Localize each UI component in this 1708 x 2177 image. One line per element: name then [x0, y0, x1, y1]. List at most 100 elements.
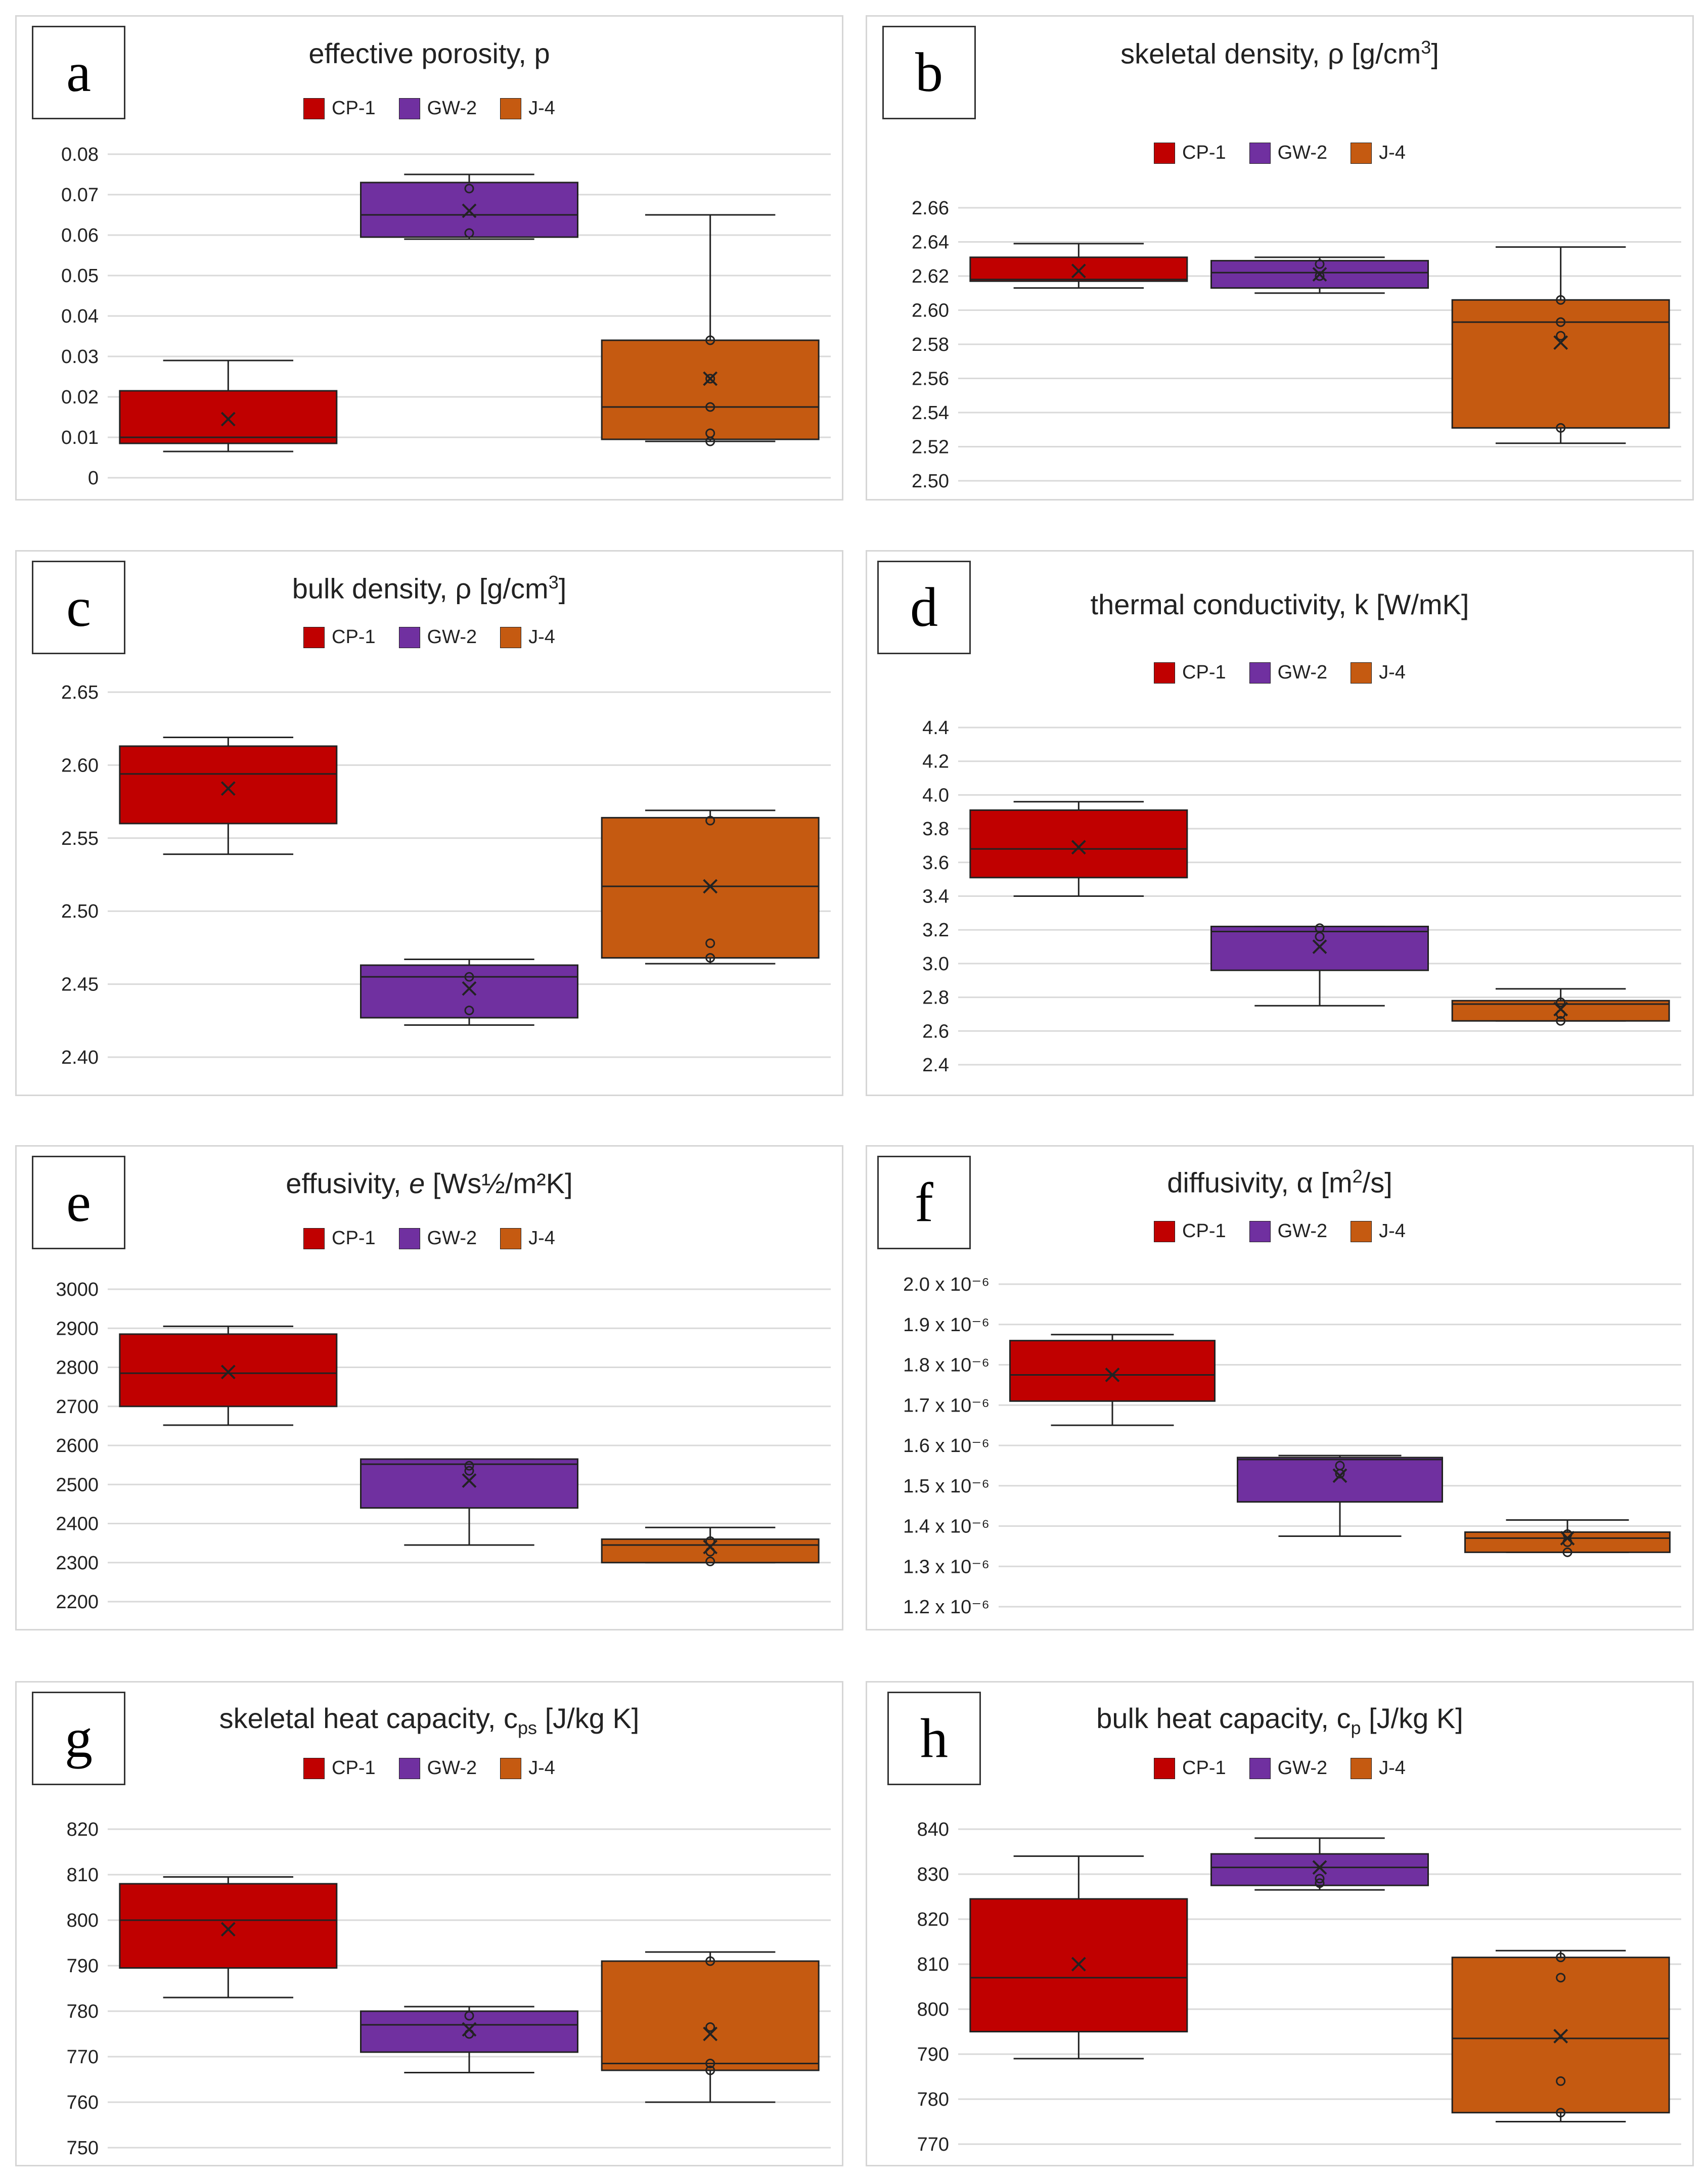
legend-label: J-4 — [528, 1757, 555, 1779]
box-plot: 2.65 2.60 2.55 2.50 2.45 2.40 — [61, 682, 831, 1068]
legend-label: GW-2 — [427, 1757, 477, 1779]
legend-swatch — [1249, 142, 1271, 164]
mean-marker — [1553, 2028, 1568, 2044]
data-point — [1556, 331, 1566, 341]
legend-item: J-4 — [1351, 662, 1406, 684]
legend-item: J-4 — [1351, 1757, 1406, 1779]
box-body — [1237, 1457, 1443, 1503]
box-cp-1 — [969, 1855, 1188, 2060]
legend-swatch — [500, 1228, 522, 1249]
mean-marker — [462, 2022, 477, 2037]
y-tick-label: 2600 — [56, 1435, 99, 1457]
y-tick-label: 2.66 — [912, 198, 949, 219]
y-tick-label: 810 — [917, 1954, 949, 1975]
chart-title-text: bulk density, ρ [g/cm — [292, 572, 549, 605]
panel-c: c bulk density, ρ [g/cm3] CP-1 GW-2 J-4 2.… — [15, 550, 843, 1096]
legend-swatch — [1154, 1220, 1176, 1242]
y-tick-label: 780 — [67, 2001, 99, 2022]
y-tick-label: 800 — [67, 1910, 99, 1931]
y-tick-label: 4.2 — [922, 751, 949, 773]
y-tick-label: 0.06 — [61, 225, 99, 246]
y-tick-label: 0.05 — [61, 265, 99, 287]
data-point — [705, 2065, 715, 2075]
box-cp-1 — [969, 801, 1188, 897]
y-tick-label: 0.08 — [61, 144, 99, 165]
box-j-4 — [1464, 1519, 1671, 1557]
chart-title: skeletal density, ρ [g/cm3] — [867, 37, 1692, 70]
mean-stroke — [1105, 1368, 1120, 1382]
y-tick-label: 2.50 — [912, 471, 949, 492]
y-tick-label: 3.0 — [922, 954, 949, 975]
mean-stroke — [703, 879, 718, 894]
chart-title-end: [J/kg K] — [537, 1702, 640, 1734]
mean-marker — [1560, 1531, 1575, 1546]
mean-stroke — [1312, 267, 1327, 282]
legend-swatch — [1249, 1757, 1271, 1779]
panel-g: g skeletal heat capacity, cps [J/kg K] C… — [15, 1681, 843, 2166]
y-tick-label: 2.54 — [912, 402, 949, 424]
mean-marker — [220, 1922, 236, 1937]
box-cp-1 — [119, 359, 338, 452]
box-body — [1009, 1340, 1216, 1402]
mean-marker — [703, 2026, 718, 2042]
box-j-4 — [601, 214, 820, 446]
y-tick-label: 4.0 — [922, 785, 949, 806]
y-tick-label: 830 — [917, 1864, 949, 1885]
chart-title: thermal conductivity, k [W/mK] — [867, 588, 1692, 621]
box-body — [360, 964, 578, 1019]
data-point — [705, 335, 715, 345]
box-body — [969, 256, 1188, 282]
data-point — [464, 2011, 474, 2021]
panel-e: e effusivity, e [Ws½/m²K] CP-1 GW-2 J-4 30… — [15, 1145, 843, 1630]
legend-item: GW-2 — [398, 98, 477, 119]
legend-label: GW-2 — [1277, 1220, 1328, 1242]
y-tick-label: 1.3 x 10⁻⁶ — [903, 1556, 990, 1577]
legend-label: J-4 — [528, 626, 555, 648]
chart-title-sup: 3 — [1421, 37, 1431, 58]
legend-label: CP-1 — [332, 1228, 376, 1249]
legend-item: CP-1 — [1154, 1220, 1226, 1242]
mean-stroke — [1071, 1957, 1086, 1972]
box-gw-2 — [1210, 1837, 1429, 1891]
legend-swatch — [500, 626, 522, 648]
legend-swatch — [303, 1228, 325, 1249]
legend-label: CP-1 — [1182, 1220, 1226, 1242]
legend-label: CP-1 — [1182, 142, 1226, 163]
legend-item: J-4 — [500, 1228, 555, 1249]
y-tick-label: 820 — [917, 1909, 949, 1930]
legend-swatch — [1351, 1757, 1372, 1779]
legend-swatch — [1154, 662, 1176, 684]
y-tick-label: 3.8 — [922, 819, 949, 840]
y-tick-label: 1.7 x 10⁻⁶ — [903, 1395, 990, 1416]
chart-title-end: /s] — [1362, 1166, 1392, 1199]
data-point — [1556, 997, 1566, 1008]
y-tick-label: 0.01 — [61, 427, 99, 448]
chart-title-end: [J/kg K] — [1361, 1702, 1463, 1734]
data-point — [1315, 1878, 1325, 1888]
box-body — [601, 1538, 820, 1564]
mean-stroke — [703, 1539, 718, 1555]
legend-swatch — [500, 98, 522, 119]
mean-marker — [1312, 1860, 1327, 1875]
box-body — [1210, 1853, 1429, 1886]
y-tick-label: 770 — [917, 2134, 949, 2155]
legend-item: J-4 — [500, 626, 555, 648]
legend: CP-1 GW-2 J-4 — [867, 142, 1692, 164]
box-j-4 — [1451, 246, 1670, 444]
legend-swatch — [1351, 1220, 1372, 1242]
chart-title-text: skeletal density, ρ [g/cm — [1120, 37, 1421, 70]
legend-label: CP-1 — [332, 626, 376, 648]
data-point — [705, 436, 715, 446]
y-tick-label: 2700 — [56, 1396, 99, 1418]
y-tick-label: 2.40 — [61, 1047, 99, 1068]
box-plot: 4.4 4.2 4.0 3.8 3.6 3.4 3.2 3.0 2.8 2.6 2.4 — [922, 717, 1681, 1076]
box-j-4 — [601, 1951, 820, 2103]
y-tick-label: 0.02 — [61, 387, 99, 408]
box-body — [601, 339, 820, 440]
y-tick-label: 2400 — [56, 1514, 99, 1535]
panel-letter: c — [32, 561, 125, 654]
y-tick-label: 1.4 x 10⁻⁶ — [903, 1516, 990, 1537]
box-body — [119, 1883, 338, 1969]
legend-label: GW-2 — [427, 1228, 477, 1249]
chart-title: diffusivity, α [m2/s] — [867, 1166, 1692, 1199]
